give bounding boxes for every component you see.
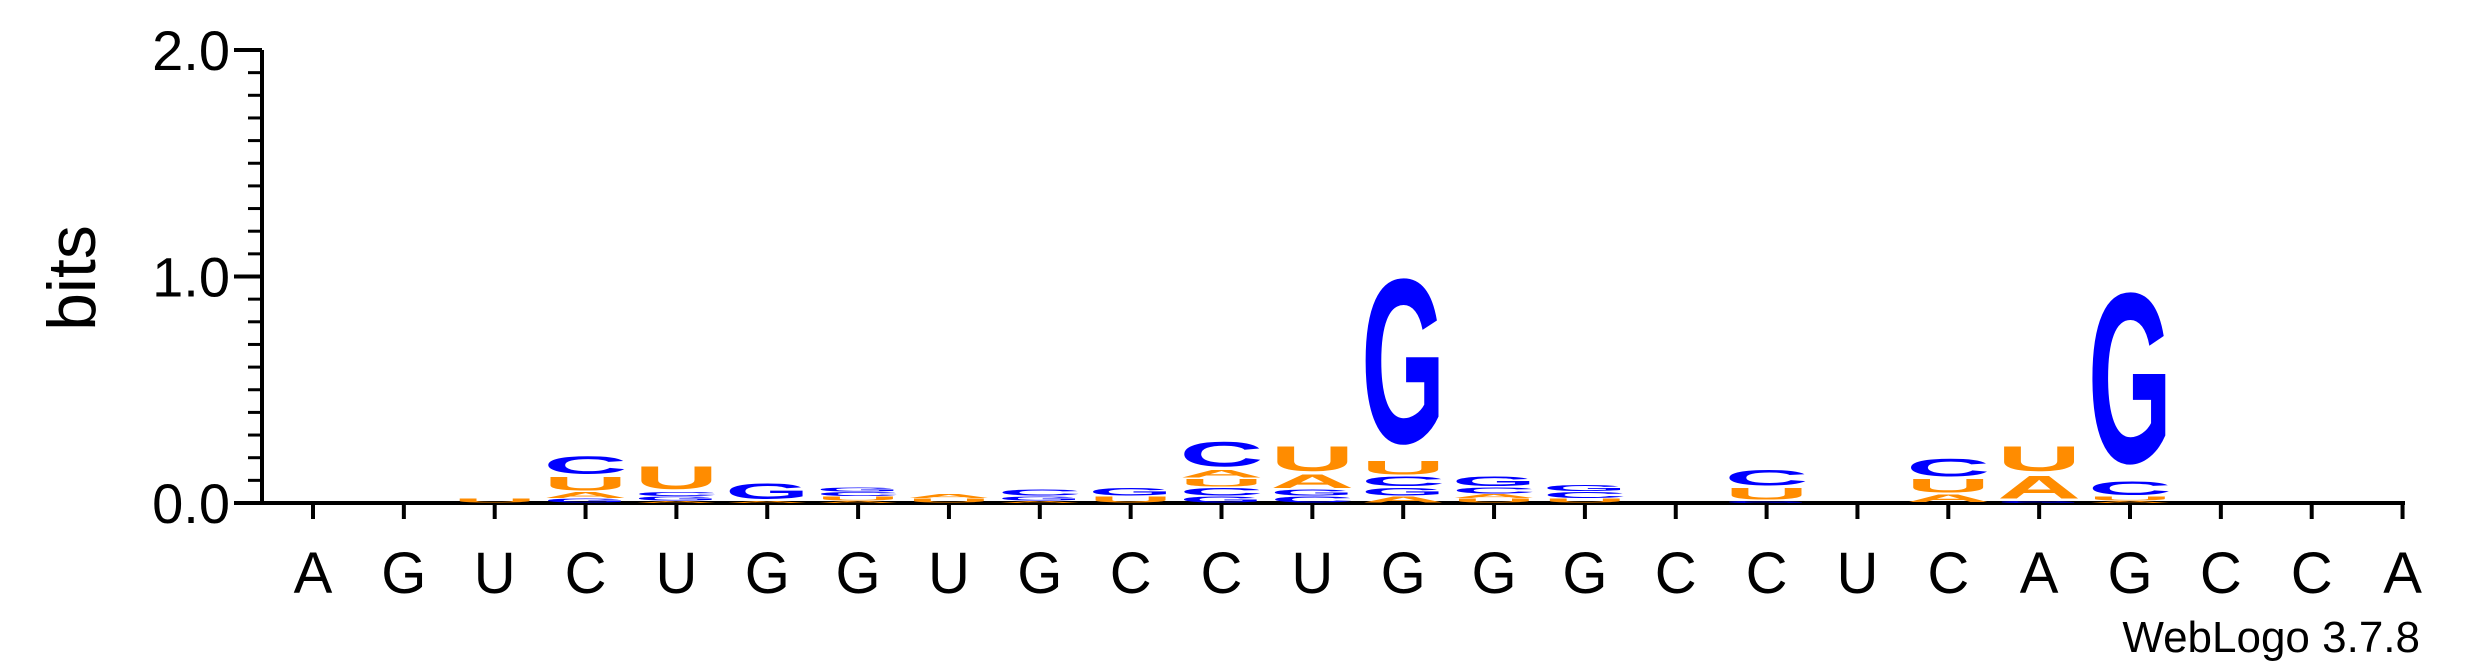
x-position-label: U [1837, 541, 1879, 606]
glyph-u: U [1906, 475, 1990, 496]
x-position-label: C [1201, 541, 1243, 606]
glyph-a: A [544, 491, 628, 500]
x-position-label: U [1291, 541, 1333, 606]
glyph-c: C [1270, 495, 1354, 504]
glyph-a: A [1180, 467, 1264, 479]
y-tick-label: 0.0 [152, 472, 230, 535]
glyph-a: A [907, 493, 991, 499]
glyph-a: A [816, 500, 900, 503]
y-tick-label: 1.0 [152, 246, 230, 309]
glyph-c: C [1543, 491, 1627, 500]
x-position-label: G [1381, 541, 1426, 606]
glyph-g: G [2088, 243, 2172, 514]
x-position-label: C [1746, 541, 1788, 606]
x-position-label: G [1471, 541, 1516, 606]
glyph-u: U [1180, 476, 1264, 488]
glyph-c: C [1906, 454, 1990, 482]
glyph-a: A [998, 500, 1082, 503]
glyph-u: U [1270, 439, 1354, 479]
glyph-g: G [1361, 486, 1445, 498]
x-position-label: A [294, 541, 333, 606]
glyph-g: G [1543, 484, 1627, 493]
glyph-u: U [1543, 498, 1627, 504]
glyph-g: G [998, 495, 1082, 501]
glyph-g: G [634, 495, 718, 501]
glyph-g: G [1997, 500, 2081, 503]
glyph-c: C [1180, 435, 1264, 475]
x-position-label: C [1110, 541, 1152, 606]
y-axis-ticks: 0.0 1.0 2.0 [152, 19, 262, 535]
glyph-u: U [1089, 495, 1173, 504]
x-position-label: G [2107, 541, 2152, 606]
x-position-label: G [745, 541, 790, 606]
glyph-u: U [816, 495, 900, 501]
x-position-label: G [1017, 541, 1062, 606]
glyph-c: C [634, 491, 718, 497]
glyph-a: A [1361, 495, 1445, 504]
x-position-label: U [928, 541, 970, 606]
glyph-a: A [1270, 471, 1354, 492]
glyph-a: A [1452, 493, 1536, 499]
x-position-label: G [381, 541, 426, 606]
glyph-u: U [544, 473, 628, 494]
glyph-u: U [907, 498, 991, 504]
glyph-g: G [816, 486, 900, 492]
glyph-g: G [1180, 495, 1264, 504]
weblogo-credit: WebLogo 3.7.8 [2122, 613, 2420, 662]
x-position-label: G [1562, 541, 1607, 606]
glyph-g: G [544, 498, 628, 504]
glyph-a: A [1997, 469, 2081, 505]
x-position-label: C [1927, 541, 1969, 606]
x-position-label: U [655, 541, 697, 606]
x-position-label: C [1655, 541, 1697, 606]
glyph-u: U [2088, 495, 2172, 501]
glyph-u: U [1997, 439, 2081, 479]
x-position-label: C [2200, 541, 2242, 606]
glyph-g: G [1089, 486, 1173, 498]
x-position-label: G [836, 541, 881, 606]
y-tick-label: 2.0 [152, 19, 230, 82]
glyph-c: C [998, 488, 1082, 497]
glyph-u: U [634, 460, 718, 496]
glyph-u: U [453, 498, 537, 504]
glyph-a: A [2088, 500, 2172, 503]
glyph-a: A [725, 500, 809, 503]
x-position-label: U [474, 541, 516, 606]
glyph-c: C [1725, 466, 1809, 491]
glyph-u: U [1725, 485, 1809, 503]
glyph-g: G [1270, 488, 1354, 497]
x-position-label: A [2020, 541, 2059, 606]
y-axis-title: bits [34, 225, 110, 331]
chart-axes [260, 50, 2405, 505]
glyph-g: G [725, 479, 809, 504]
glyph-g: G [1452, 474, 1536, 489]
glyph-u: U [1361, 457, 1445, 478]
glyph-c: C [1361, 474, 1445, 489]
x-position-label: A [2383, 541, 2422, 606]
glyph-c: C [2088, 478, 2172, 499]
glyph-c: C [544, 452, 628, 480]
glyph-g: G [1725, 500, 1809, 503]
glyph-a: A [1906, 492, 1990, 504]
glyph-c: C [1180, 485, 1264, 497]
glyph-c: C [816, 491, 900, 497]
x-position-label: C [2291, 541, 2333, 606]
x-position-label: C [565, 541, 607, 606]
glyph-a: A [634, 500, 718, 503]
glyph-u: U [1452, 498, 1536, 504]
glyph-c: C [1452, 486, 1536, 495]
glyph-g: G [1361, 229, 1445, 492]
